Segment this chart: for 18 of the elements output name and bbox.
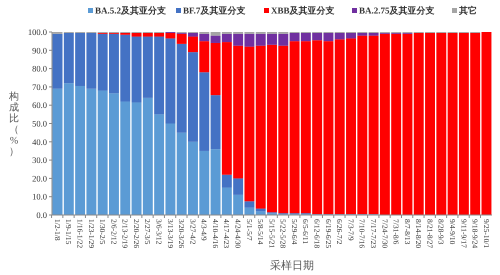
y-tick-label: 80.0 [32,64,47,74]
y-tick-label: 30.0 [32,155,47,166]
y-tick-label: 20.0 [32,173,47,184]
legend-label: BA.2.75及其亚分支 [359,6,435,16]
y-tick-label: 100.0 [28,26,47,37]
y-tick-label: 0.0 [36,210,47,220]
y-tick-label: 90.0 [32,45,47,56]
legend-label: BA.5.2及其亚分支 [95,6,166,16]
legend-label: 其它 [458,6,477,16]
y-tick-label: 60.0 [32,100,47,110]
x-axis-title: 采样日期 [270,259,314,272]
y-tick-label: 70.0 [32,82,47,92]
y-axis-title: 构成比（%） [8,90,19,158]
legend-label: XBB及其亚分支 [271,6,335,16]
y-tick-label: 10.0 [32,192,47,202]
y-tick-label: 50.0 [32,118,47,128]
legend-label: BF.7及其亚分支 [183,6,246,16]
y-tick-label: 40.0 [32,136,47,147]
